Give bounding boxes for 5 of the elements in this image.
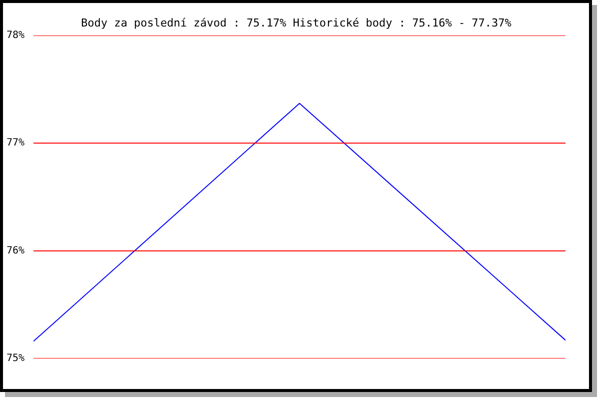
y-tick-label: 75% <box>6 353 24 364</box>
chart-title: Body za poslední závod : 75.17% Historické body : 75.16% - 77.37% <box>80 16 512 30</box>
y-tick-label: 77% <box>6 138 24 149</box>
y-tick-label: 76% <box>6 245 24 256</box>
y-tick-label: 78% <box>6 30 24 41</box>
